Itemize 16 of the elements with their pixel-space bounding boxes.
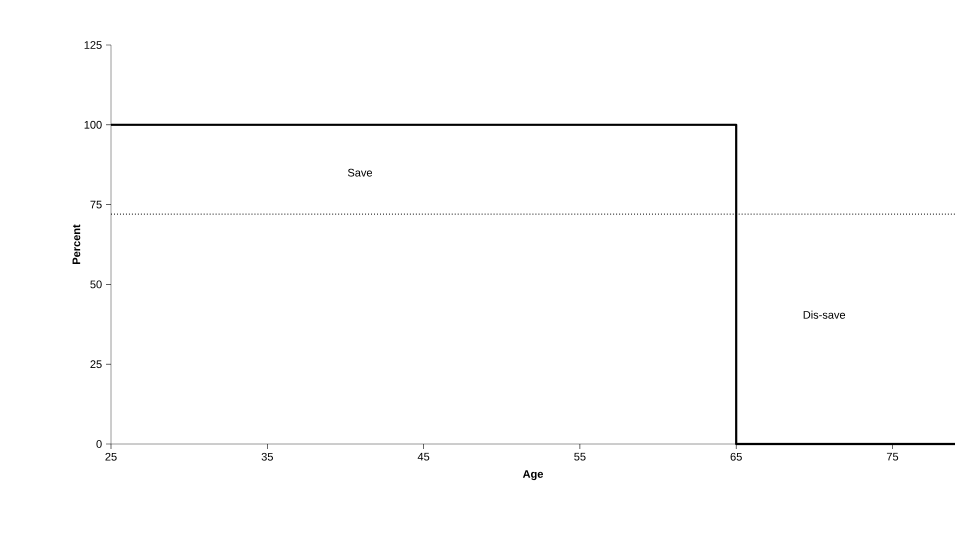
annotation: Save [348, 168, 372, 177]
y-tick-label: 25 [90, 360, 102, 368]
x-tick-label: 65 [730, 452, 742, 461]
x-tick-label: 25 [105, 452, 117, 461]
y-axis-title: Percent [72, 224, 80, 264]
x-tick-label: 45 [418, 452, 430, 461]
y-tick-label: 75 [90, 200, 102, 208]
y-tick-label: 0 [96, 440, 102, 448]
x-tick-label: 75 [886, 452, 898, 461]
x-axis-title: Age [522, 470, 544, 480]
x-tick-label: 35 [262, 452, 273, 461]
y-tick-label: 100 [84, 120, 102, 129]
x-tick-label: 55 [574, 452, 586, 461]
y-tick-label: 125 [84, 41, 102, 49]
y-tick-label: 50 [90, 280, 102, 288]
annotation: Dis-save [804, 310, 846, 319]
